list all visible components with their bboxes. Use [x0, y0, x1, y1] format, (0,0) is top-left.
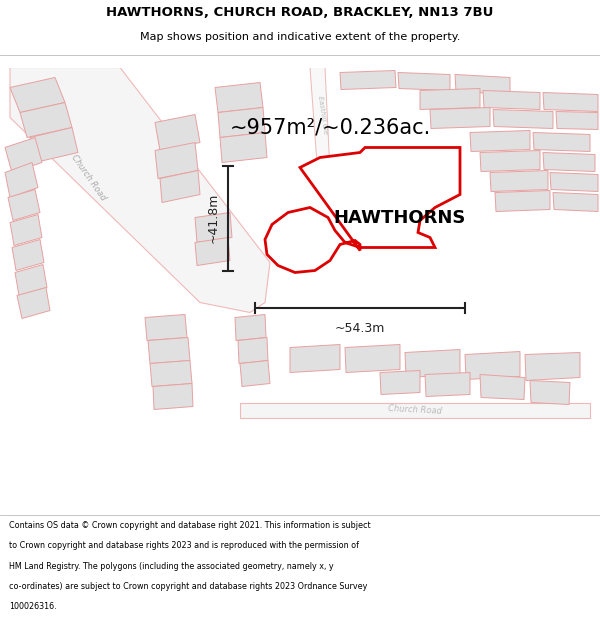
- Polygon shape: [425, 372, 470, 396]
- Polygon shape: [340, 71, 396, 89]
- Polygon shape: [420, 89, 480, 109]
- Polygon shape: [550, 173, 598, 191]
- Text: Church Road: Church Road: [69, 153, 107, 202]
- Polygon shape: [490, 171, 548, 191]
- Polygon shape: [155, 114, 200, 151]
- Text: Map shows position and indicative extent of the property.: Map shows position and indicative extent…: [140, 32, 460, 43]
- Polygon shape: [430, 107, 490, 129]
- Polygon shape: [215, 82, 263, 112]
- Polygon shape: [8, 189, 40, 221]
- Polygon shape: [195, 238, 230, 266]
- Polygon shape: [20, 102, 72, 138]
- Polygon shape: [238, 338, 268, 364]
- Polygon shape: [10, 68, 270, 312]
- Polygon shape: [160, 171, 200, 202]
- Polygon shape: [345, 344, 400, 372]
- Polygon shape: [5, 138, 42, 172]
- Text: Church Road: Church Road: [388, 404, 442, 416]
- Text: ~41.8m: ~41.8m: [207, 193, 220, 243]
- Text: Easthill Cle: Easthill Cle: [317, 95, 329, 134]
- Polygon shape: [483, 91, 540, 109]
- Polygon shape: [525, 352, 580, 381]
- Polygon shape: [465, 351, 520, 379]
- Text: ~54.3m: ~54.3m: [335, 321, 385, 334]
- Polygon shape: [290, 344, 340, 372]
- Text: Contains OS data © Crown copyright and database right 2021. This information is : Contains OS data © Crown copyright and d…: [9, 521, 371, 530]
- Polygon shape: [12, 239, 44, 271]
- Text: HAWTHORNS, CHURCH ROAD, BRACKLEY, NN13 7BU: HAWTHORNS, CHURCH ROAD, BRACKLEY, NN13 7…: [106, 6, 494, 19]
- Polygon shape: [17, 288, 50, 319]
- Polygon shape: [15, 264, 47, 296]
- Polygon shape: [310, 68, 330, 178]
- Polygon shape: [543, 92, 598, 111]
- Polygon shape: [10, 214, 42, 246]
- Polygon shape: [240, 402, 590, 418]
- Polygon shape: [10, 78, 65, 112]
- Polygon shape: [553, 192, 598, 211]
- Polygon shape: [556, 111, 598, 129]
- Text: 100026316.: 100026316.: [9, 602, 56, 611]
- Polygon shape: [218, 107, 265, 138]
- Polygon shape: [480, 374, 525, 399]
- Text: HAWTHORNS: HAWTHORNS: [334, 209, 466, 226]
- Text: HM Land Registry. The polygons (including the associated geometry, namely x, y: HM Land Registry. The polygons (includin…: [9, 562, 334, 571]
- Polygon shape: [240, 361, 270, 386]
- Polygon shape: [235, 314, 266, 341]
- Polygon shape: [495, 191, 550, 211]
- Polygon shape: [148, 338, 190, 364]
- Polygon shape: [380, 371, 420, 394]
- Polygon shape: [455, 74, 510, 94]
- Polygon shape: [30, 127, 78, 162]
- Polygon shape: [155, 142, 198, 179]
- Polygon shape: [493, 109, 553, 129]
- Polygon shape: [220, 132, 267, 162]
- Polygon shape: [150, 361, 192, 386]
- Polygon shape: [470, 131, 530, 151]
- Text: ~957m²/~0.236ac.: ~957m²/~0.236ac.: [229, 118, 431, 138]
- Polygon shape: [265, 148, 460, 272]
- Polygon shape: [153, 384, 193, 409]
- Polygon shape: [5, 162, 38, 198]
- Text: co-ordinates) are subject to Crown copyright and database rights 2023 Ordnance S: co-ordinates) are subject to Crown copyr…: [9, 582, 367, 591]
- Polygon shape: [195, 213, 232, 243]
- Polygon shape: [480, 151, 540, 171]
- Text: to Crown copyright and database rights 2023 and is reproduced with the permissio: to Crown copyright and database rights 2…: [9, 541, 359, 551]
- Polygon shape: [533, 132, 590, 151]
- Polygon shape: [405, 349, 460, 378]
- Polygon shape: [398, 72, 450, 91]
- Polygon shape: [145, 314, 187, 341]
- Polygon shape: [543, 152, 595, 171]
- Polygon shape: [530, 381, 570, 404]
